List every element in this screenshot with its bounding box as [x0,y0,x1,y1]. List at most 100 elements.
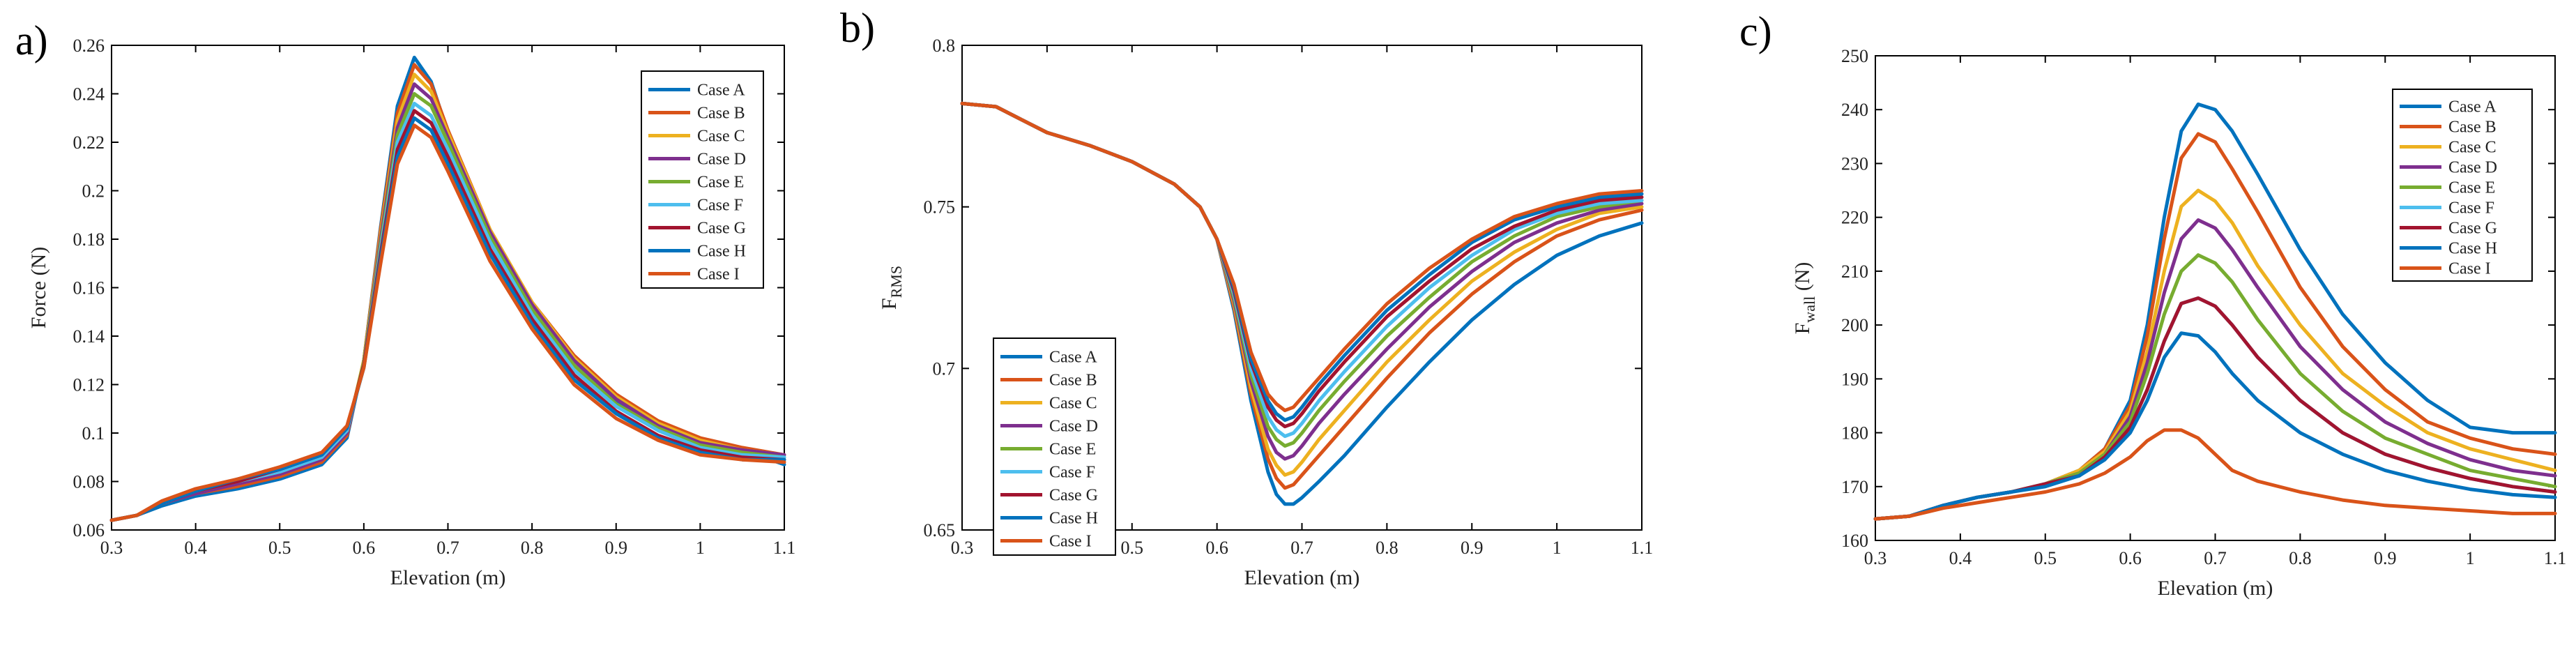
y-tick-label: 0.16 [73,278,105,298]
x-tick-label: 0.9 [605,538,628,558]
legend-entry: Case H [697,243,746,261]
legend-entry: Case F [697,197,743,215]
x-axis-label: Elevation (m) [1244,566,1360,589]
x-tick-label: 0.5 [2034,548,2057,568]
legend-entry: Case C [2448,139,2497,157]
x-tick-label: 1.1 [773,538,796,558]
legend-entry: Case F [1049,464,1095,482]
x-tick-label: 0.5 [268,538,291,558]
panel-label: a) [15,17,48,63]
x-tick-label: 0.7 [436,538,459,558]
y-tick-label: 0.24 [73,84,105,105]
x-tick-label: 0.6 [1205,538,1228,558]
x-tick-label: 0.6 [2119,548,2142,568]
legend-entry: Case D [2448,159,2497,177]
legend-entry: Case G [1049,487,1098,505]
x-axis-label: Elevation (m) [390,566,506,589]
y-tick-label: 0.26 [73,36,105,56]
y-tick-label: 0.18 [73,229,105,250]
y-axis-label: FRMS [878,266,905,310]
legend-entry: Case H [1049,510,1098,528]
legend-entry: Case A [697,82,745,100]
y-tick-label: 0.1 [82,423,105,443]
x-tick-label: 0.3 [100,538,123,558]
x-tick-label: 0.4 [1949,548,1972,568]
legend-entry: Case C [1049,395,1097,413]
y-tick-label: 210 [1841,261,1868,282]
legend: Case A Case B Case C Case D Case E Case F Case… [641,70,764,289]
x-tick-label: 0.3 [951,538,974,558]
y-tick-label: 170 [1841,477,1868,497]
legend-entry: Case G [697,220,746,238]
legend: Case A Case B Case C Case D Case E Case F Case… [2392,89,2533,282]
legend-entry: Case G [2448,220,2497,238]
y-tick-label: 0.65 [924,520,956,540]
y-tick-label: 230 [1841,153,1868,174]
legend-entry: Case I [1049,533,1092,551]
y-tick-label: 180 [1841,423,1868,443]
legend-entry: Case A [2448,98,2497,116]
legend-entry: Case B [697,105,745,123]
x-axis-label: Elevation (m) [2158,577,2273,600]
y-tick-label: 0.7 [933,358,956,379]
x-tick-label: 1 [2466,548,2475,568]
chart-panel-3: c) 0.3 0.4 0.5 0.6 0.7 0.8 0.9 1 1.1 160 170 180 190 2… [1739,8,2566,600]
y-tick-label: 240 [1841,100,1868,120]
x-tick-label: 0.8 [1375,538,1398,558]
x-tick-label: 0.7 [2204,548,2227,568]
panel-label: b) [840,5,875,51]
series-line-case-h [1873,331,2557,521]
y-tick-label: 0.06 [73,520,105,540]
legend-entry: Case I [2448,260,2491,278]
series-line-case-i [960,101,1644,413]
legend-entry: Case B [2448,119,2497,137]
series-line-case-i [1873,428,2557,521]
y-tick-label: 0.75 [924,197,956,218]
x-tick-label: 0.5 [1121,538,1144,558]
y-tick-label: 0.14 [73,326,105,347]
x-tick-label: 0.8 [521,538,544,558]
legend-entry: Case I [697,266,740,284]
panel-label: c) [1739,8,1772,54]
y-tick-label: 0.22 [73,132,105,153]
y-tick-label: 220 [1841,208,1868,228]
legend-entry: Case A [1049,349,1097,367]
legend: Case A Case B Case C Case D Case E Case F Case… [993,338,1116,556]
x-tick-label: 1 [696,538,705,558]
y-tick-label: 160 [1841,531,1868,551]
y-tick-label: 0.2 [82,181,105,202]
legend-entry: Case D [697,151,746,169]
y-axis-label: Fwall (N) [1791,262,1818,335]
series-line-case-e [1873,253,2557,521]
series-line-case-d [109,82,786,522]
chart-panel-1: a) 0.3 0.4 0.5 0.6 0.7 0.8 0.9 1 1.1 0.06 0.08 0.1 0.… [15,17,795,589]
x-tick-label: 0.6 [353,538,376,558]
legend-entry: Case E [697,174,744,192]
y-tick-label: 190 [1841,369,1868,389]
y-tick-label: 0.8 [933,36,956,56]
y-tick-label: 0.08 [73,472,105,492]
y-tick-label: 0.12 [73,375,105,395]
legend-entry: Case B [1049,372,1097,390]
legend-entry: Case H [2448,240,2497,258]
x-tick-label: 0.3 [1864,548,1887,568]
x-tick-label: 1 [1553,538,1562,558]
x-tick-label: 1.1 [1631,538,1654,558]
x-tick-label: 0.9 [2374,548,2397,568]
x-tick-label: 0.9 [1461,538,1484,558]
x-tick-label: 0.7 [1290,538,1313,558]
legend-entry: Case D [1049,418,1098,436]
x-tick-label: 0.4 [184,538,207,558]
legend-entry: Case E [2448,179,2495,197]
x-tick-label: 0.8 [2289,548,2312,568]
y-tick-label: 250 [1841,46,1868,66]
legend-entry: Case E [1049,441,1096,459]
y-axis-label: Force (N) [27,247,50,328]
x-tick-label: 1.1 [2544,548,2567,568]
legend-entry: Case C [697,128,745,146]
y-tick-label: 200 [1841,315,1868,335]
legend-entry: Case F [2448,199,2494,218]
series-line-case-i [109,123,786,522]
chart-panel-2: b)0.30.40.50.60.70.80.911.10.650.70.750.… [840,5,1653,589]
